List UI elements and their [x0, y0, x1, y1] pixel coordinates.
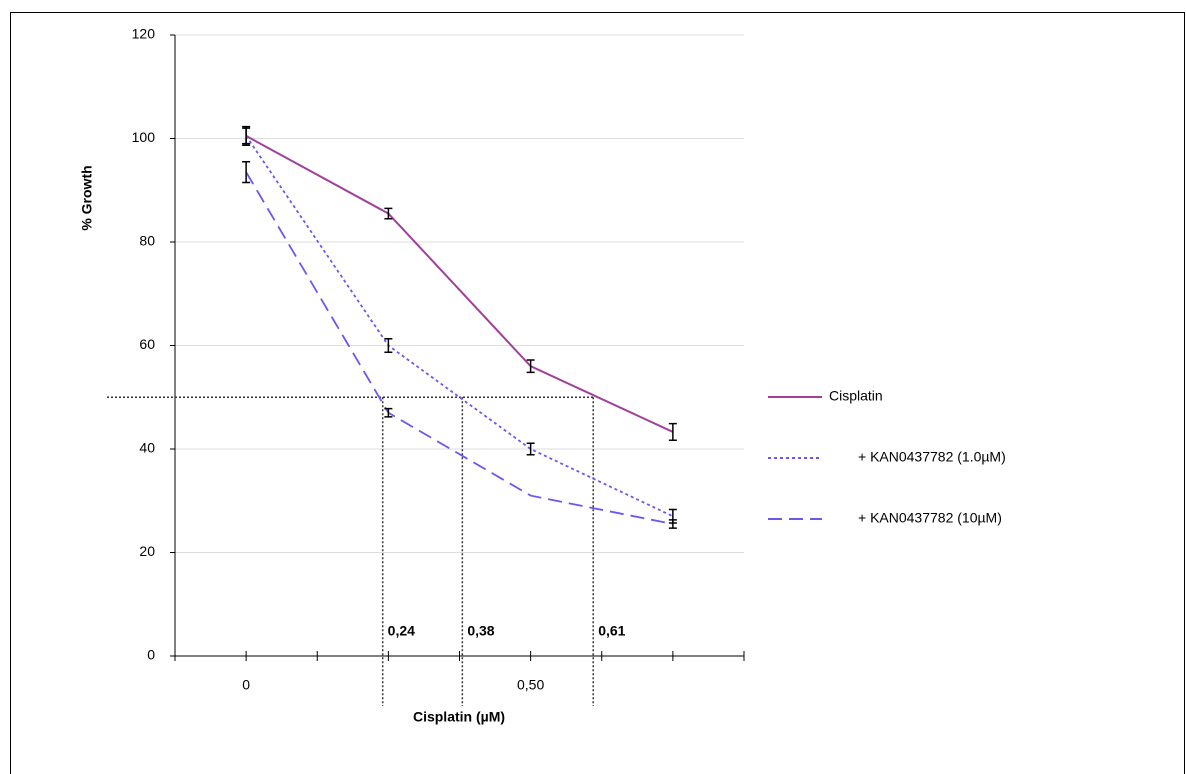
- y-tick-label: 100: [132, 129, 156, 145]
- y-tick-label: 40: [139, 440, 155, 456]
- y-tick-label: 80: [139, 233, 155, 249]
- series-line: [245, 135, 674, 433]
- error-bar: [526, 359, 535, 374]
- error-bar: [668, 519, 677, 529]
- y-tick-label: 120: [132, 26, 156, 42]
- error-bar: [526, 442, 535, 456]
- error-bar: [242, 125, 251, 146]
- error-bar: [384, 407, 393, 418]
- error-bar: [384, 338, 393, 353]
- y-axis-label: % Growth: [79, 165, 95, 230]
- x-tick-label: 0: [242, 677, 250, 693]
- error-bar: [384, 207, 393, 220]
- error-bar: [668, 422, 677, 441]
- frame: [10, 12, 1185, 774]
- annotation-label: 0,61: [598, 623, 625, 639]
- x-tick-label: 0,50: [517, 677, 544, 693]
- error-bar: [242, 161, 251, 184]
- y-tick-label: 0: [147, 647, 155, 663]
- annotation-label: 0,24: [388, 623, 415, 639]
- annotation-label: 0,38: [467, 623, 494, 639]
- y-tick-label: 20: [139, 543, 155, 559]
- legend-label: Cisplatin: [829, 388, 883, 404]
- y-tick-label: 60: [139, 336, 155, 352]
- legend-label: + KAN0437782 (10µM): [858, 510, 1002, 526]
- x-axis-label: Cisplatin (µM): [413, 709, 505, 725]
- series-line: [245, 135, 674, 518]
- series-line: [245, 171, 674, 525]
- legend-label: + KAN0437782 (1.0µM): [858, 449, 1006, 465]
